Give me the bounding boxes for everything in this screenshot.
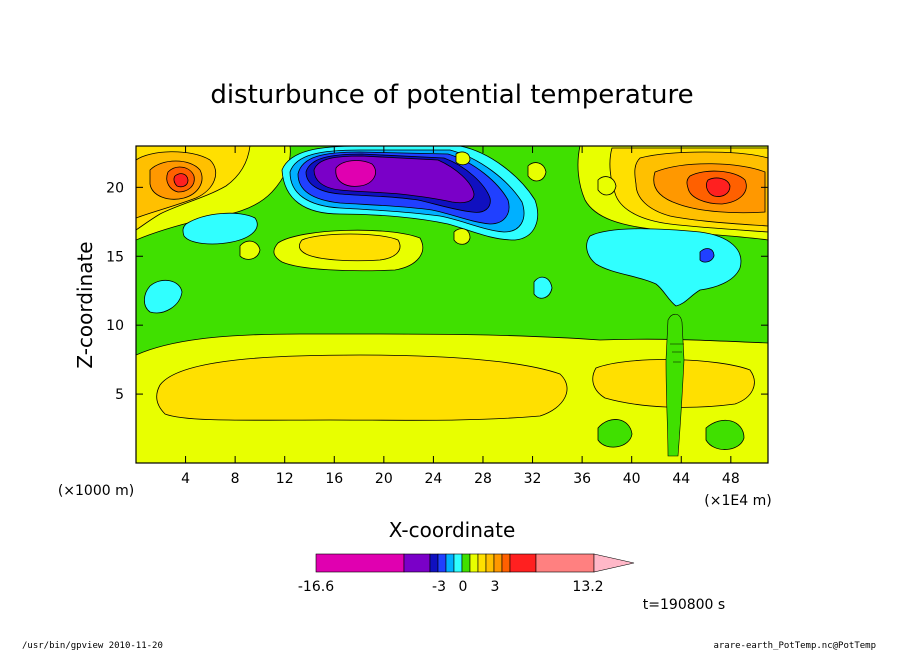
colorbar-bin (501, 553, 511, 573)
footer-right: arare-earth_PotTemp.nc@PotTemp (713, 641, 876, 651)
x-axis: 4 8 12 16 20 24 28 32 36 40 44 48 (181, 146, 740, 487)
y-unit-note: (×1000 m) (58, 483, 134, 499)
y-axis-label: Z-coordinate (73, 241, 97, 368)
x-tick-label: 40 (623, 471, 641, 487)
x-tick-label: 36 (573, 471, 591, 487)
colorbar-tick-label: -16.6 (298, 579, 334, 595)
y-tick-label: 5 (115, 387, 124, 403)
x-tick-label: 24 (424, 471, 442, 487)
y-tick-label: 10 (106, 318, 124, 334)
colorbar-arrow (593, 553, 635, 573)
colorbar-bin (461, 553, 471, 573)
plot-frame (135, 145, 769, 464)
y-tick-label: 20 (106, 180, 124, 196)
colorbar-bin (429, 553, 439, 573)
x-tick-label: 8 (231, 471, 240, 487)
colorbar-bin (403, 553, 431, 573)
colorbar-bin (535, 553, 595, 573)
footer-left: /usr/bin/gpview 2010-11-20 (22, 641, 163, 651)
colorbar-bin (493, 553, 503, 573)
heatmap-field (136, 146, 768, 463)
colorbar: -16.6 -3 0 3 13.2 (298, 553, 635, 595)
x-tick-label: 28 (474, 471, 492, 487)
x-tick-label: 32 (524, 471, 542, 487)
colorbar-tick-label: -3 (432, 579, 446, 595)
colorbar-bin (453, 553, 463, 573)
x-axis-label: X-coordinate (389, 518, 516, 542)
x-tick-label: 44 (672, 471, 690, 487)
colorbar-tick-label: 3 (491, 579, 500, 595)
x-tick-label: 48 (722, 471, 740, 487)
x-tick-label: 4 (181, 471, 190, 487)
colorbar-bin (445, 553, 455, 573)
y-tick-label: 15 (106, 249, 124, 265)
colorbar-bin (469, 553, 479, 573)
x-unit-note: (×1E4 m) (704, 493, 771, 509)
colorbar-bin (315, 553, 405, 573)
y-axis: 5 10 15 20 (106, 180, 768, 403)
colorbar-bin (485, 553, 495, 573)
colorbar-bin (509, 553, 537, 573)
time-label: t=190800 s (643, 597, 725, 613)
chart-title: disturbunce of potential temperature (210, 80, 693, 110)
colorbar-bin (477, 553, 487, 573)
x-tick-label: 20 (375, 471, 393, 487)
colorbar-tick-label: 13.2 (572, 579, 603, 595)
x-tick-label: 16 (325, 471, 343, 487)
colorbar-bin (437, 553, 447, 573)
x-tick-label: 12 (276, 471, 294, 487)
colorbar-tick-label: 0 (459, 579, 468, 595)
